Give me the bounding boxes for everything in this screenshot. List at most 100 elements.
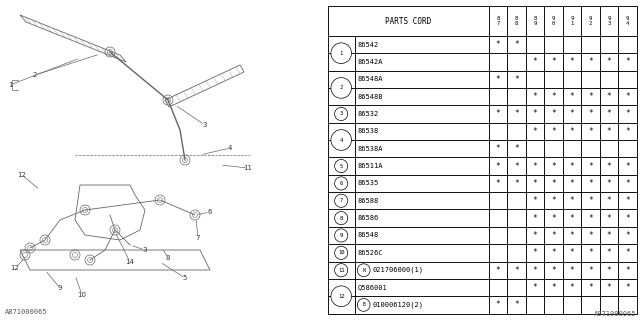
Bar [525,123,544,140]
Text: 3: 3 [143,247,147,253]
Text: 3: 3 [340,111,343,116]
Text: *: * [588,266,593,275]
Text: Q586001: Q586001 [358,284,388,291]
Bar [581,175,600,192]
Bar [618,123,637,140]
Bar [328,279,355,296]
Text: 6: 6 [340,181,343,186]
Text: *: * [625,248,630,257]
Bar [563,157,581,175]
Circle shape [335,177,348,190]
Bar [600,279,618,296]
Bar [328,192,355,210]
Bar [355,209,488,227]
Text: 8
7: 8 7 [496,16,499,26]
Bar [355,296,488,314]
Text: *: * [625,127,630,136]
Bar [544,53,563,70]
Text: 7: 7 [196,235,200,241]
Bar [507,36,525,53]
Circle shape [335,229,348,242]
Bar [581,279,600,296]
Text: *: * [551,109,556,118]
Bar [488,53,507,70]
Text: 86586: 86586 [358,215,379,221]
Bar [328,88,355,105]
Bar [525,279,544,296]
Text: *: * [570,283,574,292]
Text: *: * [532,214,537,223]
Bar [507,53,525,70]
Bar [488,209,507,227]
Text: 5: 5 [340,164,343,169]
Text: 021706000(1): 021706000(1) [372,267,423,274]
Text: *: * [532,57,537,66]
Bar [618,192,637,210]
Text: *: * [625,57,630,66]
Bar [355,227,488,244]
Text: 8: 8 [166,255,170,261]
Text: 9: 9 [58,285,62,291]
Bar [355,244,488,261]
Bar [355,261,488,279]
Bar [618,296,637,314]
Text: *: * [625,266,630,275]
Text: *: * [570,127,574,136]
Bar [581,70,600,88]
Bar [563,36,581,53]
Text: 7: 7 [340,198,343,203]
Text: *: * [495,144,500,153]
Bar [563,192,581,210]
Bar [507,70,525,88]
Bar [355,175,488,192]
Text: 86548: 86548 [358,232,379,238]
Text: *: * [532,162,537,171]
Text: 12: 12 [338,294,344,299]
Bar [563,296,581,314]
Bar [488,192,507,210]
Bar [600,175,618,192]
Bar [563,140,581,157]
Bar [488,70,507,88]
Bar [563,53,581,70]
Bar [488,88,507,105]
Text: *: * [625,214,630,223]
Bar [581,244,600,261]
Text: 86538A: 86538A [358,146,383,152]
Text: *: * [625,109,630,118]
Text: 9
4: 9 4 [626,16,629,26]
Text: *: * [588,162,593,171]
Bar [563,88,581,105]
Text: *: * [551,248,556,257]
Text: *: * [532,283,537,292]
Text: *: * [607,283,611,292]
Bar [525,209,544,227]
Bar [600,105,618,123]
Text: *: * [570,214,574,223]
Bar [581,123,600,140]
Bar [355,157,488,175]
Text: *: * [551,127,556,136]
Bar [600,123,618,140]
Bar [507,209,525,227]
Bar [618,70,637,88]
Bar [525,88,544,105]
Bar [507,123,525,140]
Text: *: * [551,196,556,205]
Text: *: * [570,92,574,101]
Bar [581,209,600,227]
Bar [544,157,563,175]
Bar [563,175,581,192]
Text: 86548A: 86548A [358,76,383,82]
Text: 86535: 86535 [358,180,379,186]
Bar [525,53,544,70]
Text: *: * [570,179,574,188]
Bar [488,105,507,123]
Text: *: * [570,162,574,171]
Text: *: * [551,283,556,292]
Text: *: * [588,231,593,240]
Bar [544,261,563,279]
Bar [507,192,525,210]
Bar [618,88,637,105]
Bar [600,261,618,279]
